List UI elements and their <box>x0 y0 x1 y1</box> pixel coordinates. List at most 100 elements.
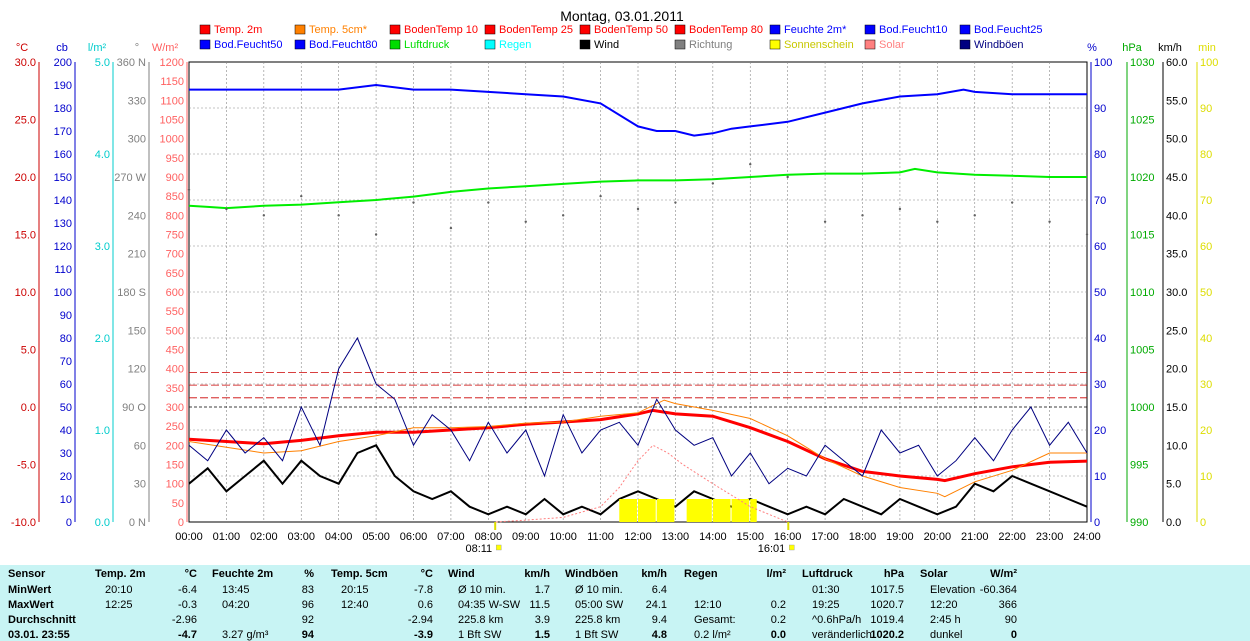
legend-swatch <box>959 24 971 35</box>
axis-tick-label: 1.0 <box>95 425 110 437</box>
stats-row-label: MaxWert <box>8 599 54 611</box>
stats-header-unit: hPa <box>883 568 904 580</box>
stats-cell-value: 1.7 <box>534 584 550 596</box>
sunshine-bar <box>638 499 656 522</box>
series-line <box>495 444 788 523</box>
axis-tick-label: 300 <box>166 402 184 414</box>
stats-panel: Sensor Temp. 2m °C Feuchte 2m% Temp. 5cm °C Wi… <box>0 565 1250 641</box>
axis-tick-label: 50 <box>1094 287 1106 299</box>
stats-cell-value: 92 <box>301 614 314 626</box>
axis-unit-label: W/m² <box>152 42 179 54</box>
axis-tick-label: 55.0 <box>1166 95 1187 107</box>
axis-tick-label: 200 <box>54 57 72 69</box>
legend-swatch <box>389 39 401 50</box>
axis-tick-label: 360 N <box>117 57 146 69</box>
wind-direction-point <box>1085 233 1089 236</box>
wind-direction-point <box>449 226 453 230</box>
sunset-label: 16:01 <box>758 543 786 555</box>
axis-tick-label: 30.0 <box>15 57 36 69</box>
series-line <box>189 83 1087 137</box>
sunshine-bar <box>750 499 757 522</box>
stats-cell-note: 13:45 <box>222 584 250 596</box>
legend-label: Bod.Feucht25 <box>974 24 1043 36</box>
x-tick-label: 24:00 <box>1073 531 1101 543</box>
legend-swatch <box>199 24 211 35</box>
stats-cell-value: 83 <box>301 584 314 596</box>
axis-units: °C cb l/m² ° W/m²% hPa km/h min <box>16 42 1216 54</box>
series-line <box>188 444 1088 516</box>
axis-tick-label: 250 <box>166 421 184 433</box>
stats-cell-note: dunkel <box>930 629 963 641</box>
x-tick-label: 07:00 <box>437 531 465 543</box>
axis-tick-label: 0 <box>1200 517 1206 529</box>
axis-tick-label: 20 <box>60 471 72 483</box>
stats-cell-value: -2.96 <box>171 614 197 626</box>
stats-cell-value: 6.4 <box>651 584 667 596</box>
stats-cell-note: Ø 10 min. <box>458 584 506 596</box>
axis-tick-label: 600 <box>166 287 184 299</box>
x-tick-label: 15:00 <box>736 531 764 543</box>
legend-label: Feuchte 2m* <box>784 24 847 36</box>
stats-cell-note: 20:10 <box>105 584 133 596</box>
legend-label: Windböen <box>974 39 1024 51</box>
axis-tick-label: 150 <box>128 325 146 337</box>
axis-tick-label: 350 <box>166 383 184 395</box>
x-tick-label: 12:00 <box>624 531 652 543</box>
sunshine-bar <box>712 499 731 522</box>
stats-cell-note: 3.27 g/m³ <box>222 629 269 641</box>
stats-header-unit: km/h <box>641 568 667 580</box>
stats-header-unit: W/m² <box>990 568 1017 580</box>
stats-cell-value: -6.4 <box>178 584 197 596</box>
axis-tick-label: 0 <box>178 517 184 529</box>
axis-unit-label: cb <box>56 42 68 54</box>
wind-direction-point <box>599 194 602 198</box>
wind-direction-point <box>936 220 939 223</box>
stats-cell-note: 05:00 SW <box>575 599 624 611</box>
stats-cell-value: -4.7 <box>178 629 197 641</box>
stats-cell-value: 1020.2 <box>870 629 904 641</box>
axis-tick-label: 160 <box>54 149 72 161</box>
axis-tick-label: 300 <box>128 134 146 146</box>
plot-area <box>187 61 1089 523</box>
stats-header-unit: km/h <box>524 568 550 580</box>
axis-tick-label: 110 <box>54 264 72 276</box>
stats-cell-value: 1019.4 <box>870 614 904 626</box>
axis-tick-label: 40 <box>1094 333 1106 345</box>
axis-tick-label: 40.0 <box>1166 210 1187 222</box>
series-line <box>188 408 1088 483</box>
axis-tick-label: 210 <box>128 249 146 261</box>
legend-label: Bod.Feucht50 <box>214 39 283 51</box>
axis-tick-label: 90 <box>60 310 72 322</box>
legend-swatch <box>389 24 401 35</box>
stats-header-unit: l/m² <box>766 568 786 580</box>
x-tick-label: 00:00 <box>175 531 203 543</box>
axis-tick-label: 1010 <box>1130 287 1154 299</box>
legend-swatch <box>674 39 686 50</box>
legend-swatch <box>769 39 781 50</box>
axis-tick-label: 5.0 <box>95 57 110 69</box>
x-tick-label: 14:00 <box>699 531 727 543</box>
stats-cell-value: 0.2 <box>770 599 786 611</box>
legend-label: Luftdruck <box>404 39 450 51</box>
axis-unit-label: km/h <box>1158 42 1182 54</box>
legend-swatch <box>674 24 686 35</box>
axis-tick-label: 1025 <box>1130 115 1154 127</box>
legend-swatch <box>199 39 211 50</box>
stats-cell-value: -7.8 <box>414 584 433 596</box>
axis-tick-label: 2.0 <box>95 333 110 345</box>
x-tick-label: 02:00 <box>250 531 278 543</box>
axis-tick-label: 5.0 <box>21 345 36 357</box>
legend-label: BodenTemp 50 <box>594 24 668 36</box>
axis-tick-label: 1100 <box>160 95 184 107</box>
axis-tick-label: 200 <box>166 440 184 452</box>
axis-tick-label: -5.0 <box>17 460 36 472</box>
stats-header: Temp. 5cm <box>331 568 388 580</box>
stats-cell-value: -2.94 <box>407 614 433 626</box>
legend-swatch <box>579 39 591 50</box>
x-tick-label: 16:00 <box>774 531 802 543</box>
axis-tick-label: 450 <box>166 345 184 357</box>
axis-tick-label: 70 <box>1200 195 1212 207</box>
axis-tick-label: 100 <box>54 287 72 299</box>
axis-tick-label: 950 <box>166 153 184 165</box>
axis-tick-label: 60 <box>134 440 146 452</box>
